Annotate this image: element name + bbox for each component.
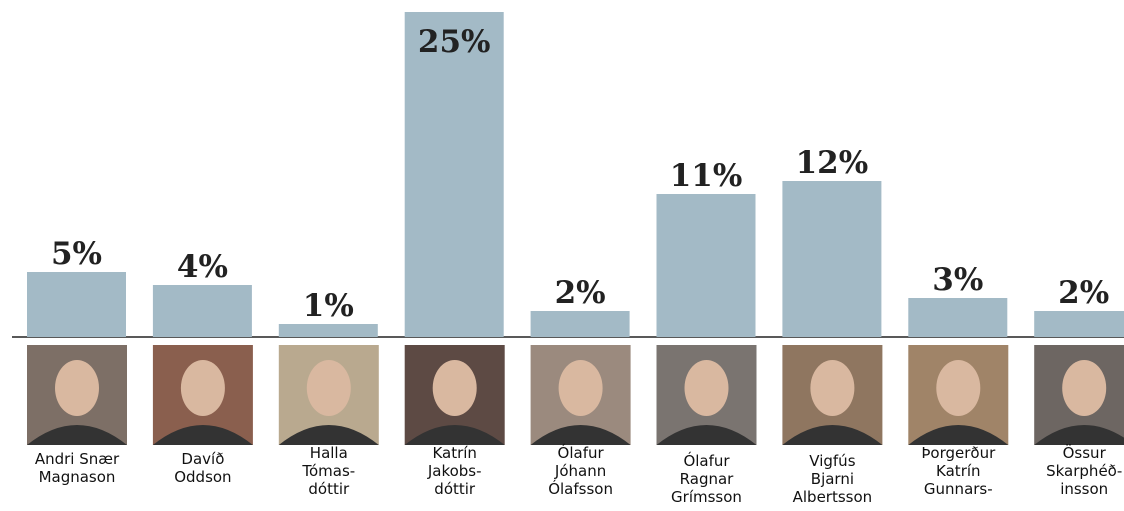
name-label: Ólafur: [558, 443, 605, 462]
value-label: 5%: [51, 236, 102, 272]
name-label: Davíð: [181, 450, 224, 468]
name-label: Gunnars-: [924, 480, 993, 498]
bar: [782, 181, 881, 337]
bar: [531, 311, 630, 337]
name-label: Skarphéð-: [1046, 462, 1122, 480]
name-label: Vigfús: [809, 452, 855, 470]
photo-face: [1062, 360, 1106, 416]
name-label: Jóhann: [554, 462, 606, 480]
value-label: 25%: [418, 24, 491, 60]
value-label: 2%: [1058, 275, 1109, 311]
bar: [153, 285, 252, 337]
name-label: dóttir: [434, 480, 476, 498]
photo-face: [307, 360, 351, 416]
bar: [405, 12, 504, 337]
name-label: Katrín: [432, 444, 477, 462]
name-label: Albertsson: [793, 488, 873, 506]
name-label: Ólafur: [683, 451, 730, 470]
name-label: Jakobs-: [427, 462, 482, 480]
chart: 5% Andri SnærMagnason 4% DavíðOddson 1% Halla…: [0, 0, 1124, 511]
value-label: 1%: [303, 288, 354, 324]
name-label: Grímsson: [671, 488, 742, 506]
bar: [908, 298, 1007, 337]
name-label: Össur: [1063, 443, 1107, 462]
value-label: 2%: [555, 275, 606, 311]
name-label: Þorgerður: [921, 444, 996, 462]
name-label: Katrín: [936, 462, 981, 480]
value-label: 12%: [796, 145, 869, 181]
name-label: insson: [1060, 480, 1108, 498]
photo-face: [181, 360, 225, 416]
name-label: Ragnar: [680, 470, 735, 488]
name-label: dóttir: [308, 480, 350, 498]
name-label: Tómas-: [301, 462, 355, 480]
name-label: Halla: [310, 444, 348, 462]
photo-face: [559, 360, 603, 416]
photo-face: [685, 360, 729, 416]
photo-face: [55, 360, 99, 416]
name-label: Oddson: [174, 468, 231, 486]
name-label: Bjarni: [811, 470, 854, 488]
name-label: Andri Snær: [35, 450, 120, 468]
bar: [657, 194, 756, 337]
name-label: Ólafsson: [548, 479, 613, 498]
photo-face: [810, 360, 854, 416]
value-label: 3%: [932, 262, 983, 298]
name-label: Magnason: [39, 468, 116, 486]
value-label: 4%: [177, 249, 228, 285]
bar: [1034, 311, 1124, 337]
photo-face: [936, 360, 980, 416]
bar: [27, 272, 126, 337]
bar: [279, 324, 378, 337]
value-label: 11%: [670, 158, 743, 194]
photo-face: [433, 360, 477, 416]
